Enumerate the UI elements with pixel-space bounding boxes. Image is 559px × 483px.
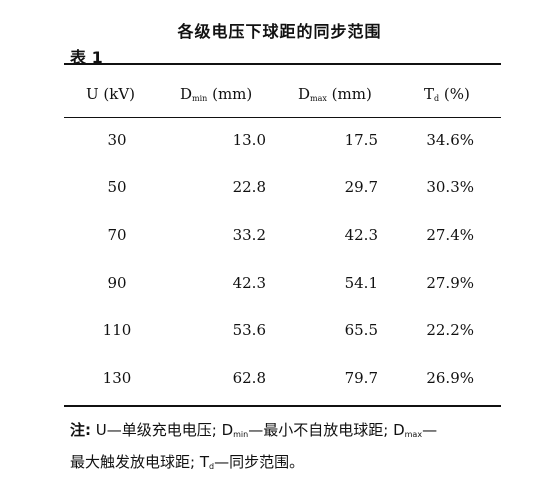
header-dmax-unit: (mm) (326, 85, 372, 103)
table-note-line-2: 最大触发放电球距; Td—同步范围。 (70, 446, 530, 483)
note-dmin-definition: —最小不自放电球距; (248, 421, 394, 439)
table-label: 表 1 (70, 48, 103, 67)
top-rule (64, 63, 501, 65)
cell-dmin: 42.3 (232, 274, 266, 292)
cell-dmax: 79.7 (344, 369, 378, 387)
note-dmax-main: D (393, 421, 405, 439)
header-td: Td (%) (424, 82, 484, 111)
table-row: 70 33.2 42.3 27.4% (64, 223, 501, 247)
cell-td: 34.6% (426, 131, 474, 149)
note-td-definition: —同步范围。 (214, 453, 305, 471)
cell-u: 90 (107, 274, 127, 292)
note-td-main: T (199, 453, 209, 471)
header-dmax: Dmax (mm) (298, 82, 388, 111)
cell-dmin: 22.8 (232, 178, 266, 196)
cell-td: 30.3% (426, 178, 474, 196)
cell-u: 50 (107, 178, 127, 196)
cell-dmax: 54.1 (344, 274, 378, 292)
note-dmax-dash: — (422, 421, 438, 439)
note-u-definition: U—单级充电电压; (91, 421, 222, 439)
cell-dmax: 42.3 (344, 226, 378, 244)
header-dmin-unit: (mm) (207, 85, 253, 103)
cell-u: 70 (107, 226, 127, 244)
header-dmax-main: D (298, 85, 311, 103)
table-row: 30 13.0 17.5 34.6% (64, 128, 501, 152)
bottom-rule (64, 405, 501, 407)
cell-td: 27.9% (426, 274, 474, 292)
table-row: 90 42.3 54.1 27.9% (64, 271, 501, 295)
header-td-sub: d (434, 94, 440, 103)
cell-dmax: 29.7 (344, 178, 378, 196)
note-dmin-sub: min (233, 430, 249, 439)
table-row: 130 62.8 79.7 26.9% (64, 366, 501, 390)
note-td-sub: d (209, 462, 215, 471)
note-prefix: 注: (70, 421, 91, 439)
header-dmin-main: D (180, 85, 193, 103)
cell-dmin: 33.2 (232, 226, 266, 244)
cell-td: 22.2% (426, 321, 474, 339)
note-dmax-sub: max (404, 430, 423, 439)
header-td-unit: (%) (439, 85, 470, 103)
table-note-line-1: 注: U—单级充电电压; Dmin—最小不自放电球距; Dmax— (70, 414, 530, 451)
header-rule (64, 117, 501, 118)
cell-td: 27.4% (426, 226, 474, 244)
cell-dmax: 17.5 (344, 131, 378, 149)
cell-u: 110 (102, 321, 132, 339)
table-row: 50 22.8 29.7 30.3% (64, 175, 501, 199)
cell-u: 130 (102, 369, 132, 387)
note-dmax-definition: 最大触发放电球距; (70, 453, 200, 471)
header-td-main: T (424, 85, 435, 103)
table-row: 110 53.6 65.5 22.2% (64, 318, 501, 342)
table-header: U (kV) Dmin (mm) Dmax (mm) Td (%) (64, 82, 501, 106)
table-title: 各级电压下球距的同步范围 (177, 22, 382, 41)
header-u: U (kV) (86, 85, 136, 103)
cell-dmax: 65.5 (344, 321, 378, 339)
header-dmax-sub: max (310, 94, 327, 103)
cell-dmin: 53.6 (232, 321, 266, 339)
cell-dmin: 62.8 (232, 369, 266, 387)
cell-dmin: 13.0 (232, 131, 266, 149)
header-dmin-sub: min (192, 94, 208, 103)
header-dmin: Dmin (mm) (180, 82, 270, 111)
cell-td: 26.9% (426, 369, 474, 387)
note-dmin-main: D (221, 421, 234, 439)
cell-u: 30 (107, 131, 127, 149)
